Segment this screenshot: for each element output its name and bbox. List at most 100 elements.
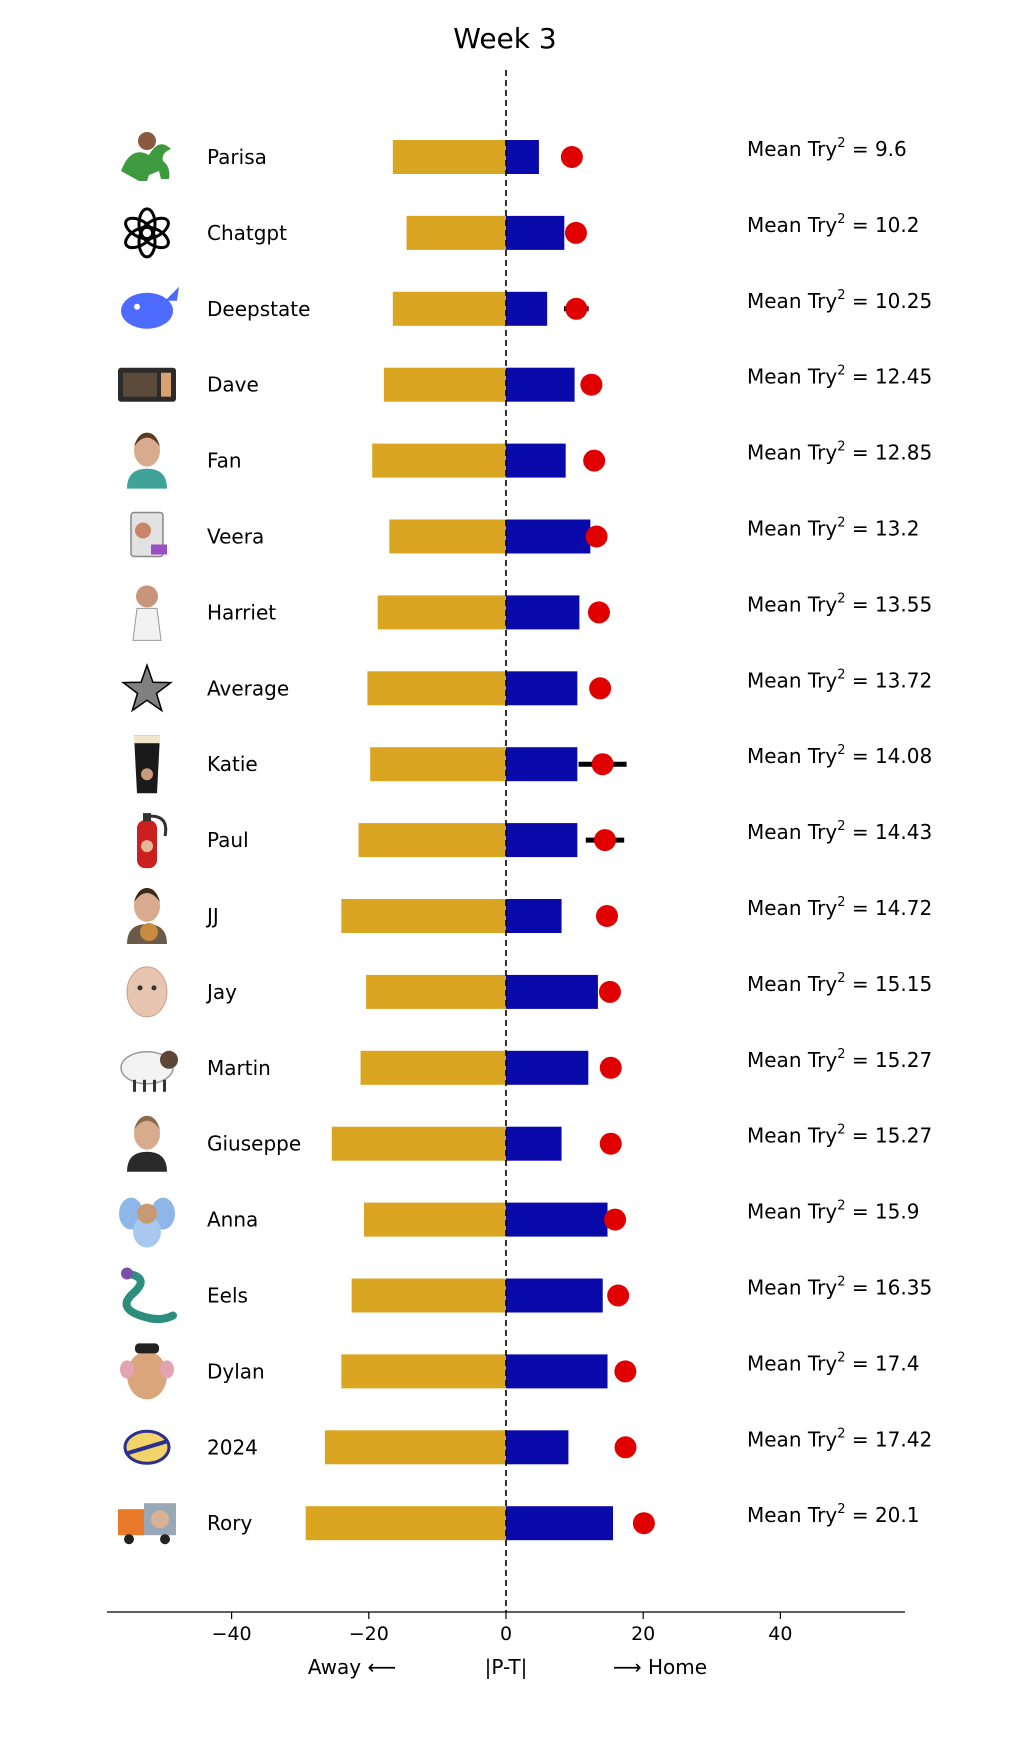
bearded-man-icon [127,1115,167,1172]
row-dave: Dave Mean Try2 = 12.45 [118,364,932,402]
mean-try-exponent: 2 [837,440,845,455]
mean-try-exponent: 2 [837,212,845,227]
mean-try-label: Mean Try2 = 20.1 [747,1502,919,1527]
mean-try-exponent: 2 [837,971,845,986]
mean-try-value: = 17.42 [845,1427,932,1451]
mean-point [565,297,588,320]
eel-icon [121,1267,177,1324]
row-label: Average [207,676,289,700]
home-bar [506,1278,603,1313]
home-bar [506,140,539,174]
home-bar [506,1506,614,1541]
home-bar [506,215,565,250]
row-label: Rory [207,1511,252,1535]
mean-try-value: = 12.45 [845,365,932,389]
mean-point [564,221,587,244]
row-anna: Anna Mean Try2 = 15.9 [119,1197,919,1248]
mean-try-exponent: 2 [837,1426,845,1441]
home-bar [506,595,580,630]
mean-try-prefix: Mean Try [747,1124,837,1148]
home-bar [506,1354,608,1389]
mean-try-label: Mean Try2 = 9.6 [747,136,907,161]
child-face-icon [126,966,168,1018]
away-bar [324,1430,506,1465]
mean-try-value: = 10.25 [845,289,932,313]
mean-try-exponent: 2 [837,819,845,834]
away-bar [358,823,506,858]
mean-try-label: Mean Try2 = 14.43 [747,819,932,844]
row-harriet: Harriet Mean Try2 = 13.55 [132,585,932,641]
home-bar [506,291,548,326]
home-bar [506,443,566,478]
mean-point [599,1056,622,1079]
away-bar [383,367,506,402]
mean-try-value: = 10.2 [845,213,919,237]
mean-try-value: = 20.1 [845,1503,919,1527]
row-martin: Martin Mean Try2 = 15.27 [120,1047,932,1092]
mean-try-exponent: 2 [837,667,845,682]
mean-try-exponent: 2 [837,1275,845,1290]
away-bar [341,1354,506,1389]
row-label: Deepstate [207,297,310,321]
mean-try-prefix: Mean Try [747,1351,837,1375]
x-tick-label: 40 [768,1623,792,1645]
home-bar [506,974,598,1009]
dinosaur-icon [121,132,171,181]
mean-try-value: = 14.08 [845,744,932,768]
mean-try-label: Mean Try2 = 10.2 [747,212,919,237]
mean-try-value: = 15.9 [845,1200,919,1224]
2024-logo-icon [123,1429,171,1465]
mean-try-label: Mean Try2 = 13.2 [747,516,919,541]
mean-try-exponent: 2 [837,743,845,758]
mean-point [589,677,612,700]
x-label-home: ⟶ Home [613,1655,707,1679]
mean-try-prefix: Mean Try [747,592,837,616]
mean-try-exponent: 2 [837,591,845,606]
person-icon [132,585,162,641]
mean-try-label: Mean Try2 = 12.85 [747,440,932,465]
mean-point [583,449,606,472]
mean-try-value: = 14.43 [845,820,932,844]
pint-glass-icon [134,735,160,794]
away-bar [305,1506,506,1541]
x-label-away: Away ⟵ [308,1655,396,1679]
away-bar [351,1278,506,1313]
mean-try-label: Mean Try2 = 14.72 [747,895,932,920]
mean-try-value: = 15.27 [845,1048,932,1072]
mean-point [580,373,603,396]
row-label: JJ [205,904,219,928]
away-bar [377,595,506,630]
elephant-icon [119,1197,175,1248]
mean-try-prefix: Mean Try [747,1276,837,1300]
row-label: Jay [205,980,237,1004]
home-bar [506,671,578,706]
microwave-icon [118,367,176,402]
mean-try-prefix: Mean Try [747,1427,837,1451]
mean-try-prefix: Mean Try [747,517,837,541]
mean-try-prefix: Mean Try [747,365,837,389]
mean-point [614,1360,637,1383]
mean-try-value: = 14.72 [845,896,932,920]
mean-try-label: Mean Try2 = 15.27 [747,1123,932,1148]
home-bar [506,1430,569,1465]
mean-try-label: Mean Try2 = 13.72 [747,667,932,692]
mean-try-prefix: Mean Try [747,1200,837,1224]
away-bar [389,519,506,554]
truck-icon [118,1503,176,1545]
mean-try-label: Mean Try2 = 17.4 [747,1350,919,1375]
away-bar [360,1050,506,1085]
mean-try-label: Mean Try2 = 16.35 [747,1275,932,1300]
mean-try-prefix: Mean Try [747,972,837,996]
whale-icon [121,286,179,329]
mean-try-exponent: 2 [837,1047,845,1062]
mean-try-exponent: 2 [837,136,845,151]
mean-try-prefix: Mean Try [747,137,837,161]
mean-try-value: = 13.2 [845,517,919,541]
mean-try-value: = 13.55 [845,592,932,616]
away-bar [406,215,506,250]
mean-try-exponent: 2 [837,1123,845,1138]
row-label: Katie [207,752,258,776]
star-icon [121,663,173,713]
